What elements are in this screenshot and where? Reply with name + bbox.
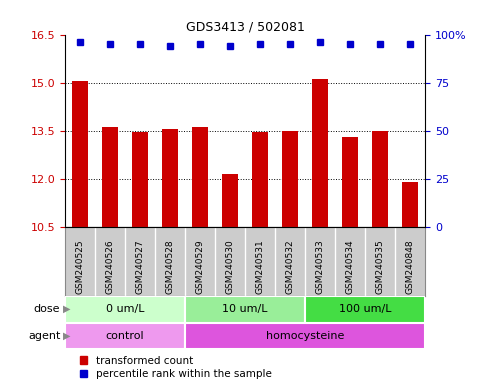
Bar — [185, 323, 425, 349]
Text: dose: dose — [34, 304, 60, 314]
Text: GSM240533: GSM240533 — [315, 240, 325, 294]
Text: 0 um/L: 0 um/L — [106, 304, 144, 314]
Bar — [305, 296, 425, 323]
Bar — [312, 79, 328, 227]
Text: homocysteine: homocysteine — [266, 331, 344, 341]
Bar — [252, 132, 269, 227]
Bar — [162, 129, 178, 227]
Text: GSM240529: GSM240529 — [196, 240, 205, 294]
Bar — [185, 296, 305, 323]
Text: 10 um/L: 10 um/L — [222, 304, 268, 314]
Text: GSM240527: GSM240527 — [136, 240, 145, 294]
Bar — [342, 137, 358, 227]
Bar — [282, 131, 298, 227]
Bar — [102, 127, 118, 227]
Text: GSM240534: GSM240534 — [345, 240, 355, 294]
Bar — [132, 132, 148, 227]
Title: GDS3413 / 502081: GDS3413 / 502081 — [185, 20, 305, 33]
Text: GSM240531: GSM240531 — [256, 240, 265, 294]
Text: control: control — [106, 331, 144, 341]
Text: 100 um/L: 100 um/L — [339, 304, 391, 314]
Bar — [372, 131, 388, 227]
Text: GSM240525: GSM240525 — [76, 240, 85, 294]
Bar — [192, 127, 208, 227]
Text: GSM240535: GSM240535 — [376, 240, 384, 294]
Text: ▶: ▶ — [63, 304, 71, 314]
Text: ▶: ▶ — [63, 331, 71, 341]
Text: GSM240526: GSM240526 — [106, 240, 114, 294]
Text: GSM240848: GSM240848 — [406, 240, 414, 294]
Bar — [402, 182, 418, 227]
Text: agent: agent — [28, 331, 60, 341]
Text: GSM240528: GSM240528 — [166, 240, 175, 294]
Bar — [222, 174, 239, 227]
Text: GSM240532: GSM240532 — [285, 240, 295, 294]
Legend: transformed count, percentile rank within the sample: transformed count, percentile rank withi… — [80, 356, 271, 379]
Text: GSM240530: GSM240530 — [226, 240, 235, 294]
Bar — [65, 296, 185, 323]
Bar — [72, 81, 88, 227]
Bar — [65, 323, 185, 349]
